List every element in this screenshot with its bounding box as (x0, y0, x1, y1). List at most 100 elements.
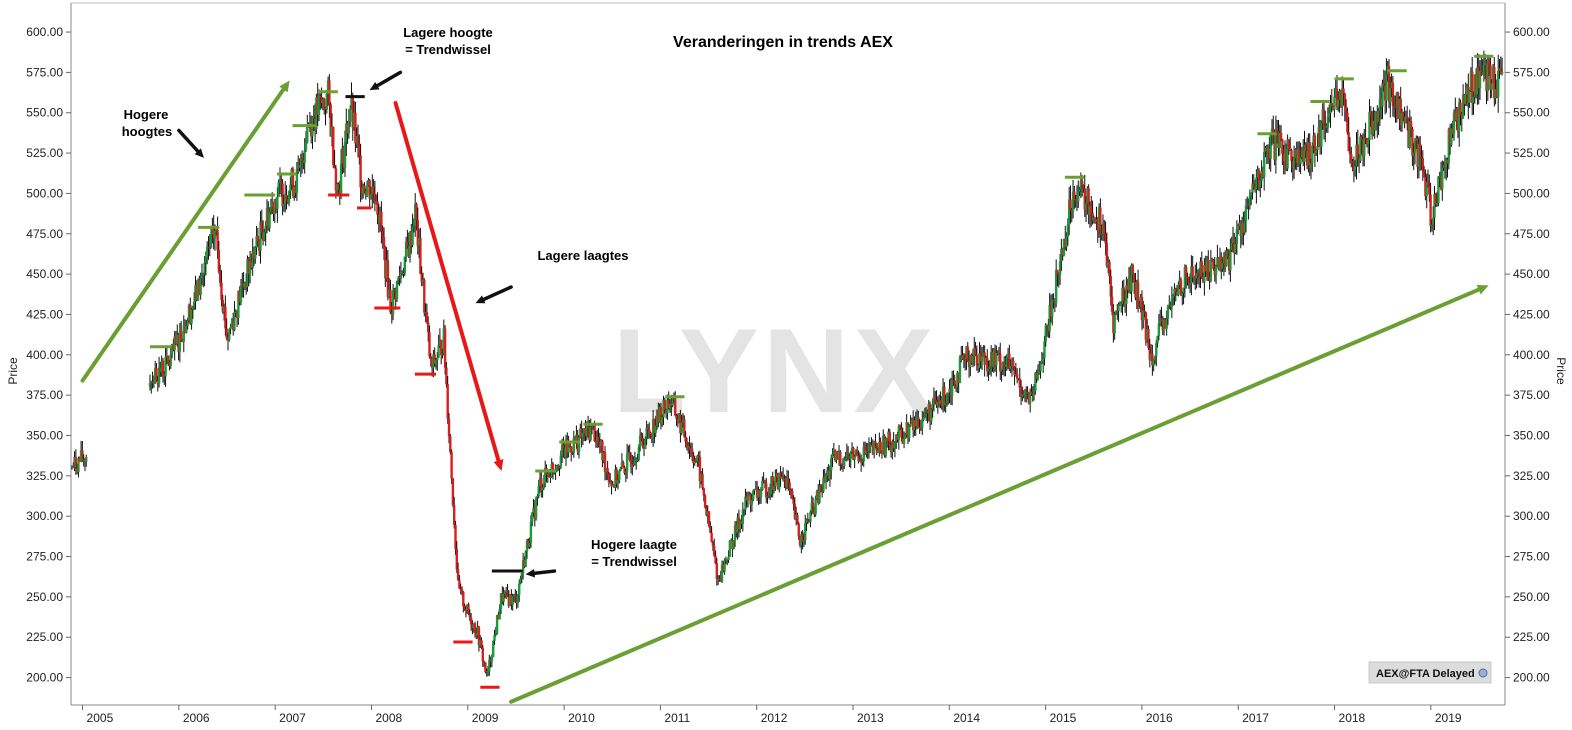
candle-body (1096, 219, 1099, 230)
y-tick-label-left: 300.00 (26, 509, 63, 523)
candle-body (822, 477, 825, 492)
candle-body (1385, 74, 1388, 101)
candle-body (765, 482, 768, 498)
candle-body (1395, 92, 1398, 109)
candle-body (1160, 318, 1163, 322)
candle-body (287, 191, 291, 203)
candle-body (1499, 68, 1503, 74)
candle-body (1292, 157, 1296, 169)
candle-body (1216, 257, 1219, 266)
candle-body (761, 480, 764, 491)
candle-body (1019, 387, 1023, 397)
candle-body (1329, 102, 1332, 114)
candle-body (389, 289, 392, 313)
candle-body (661, 417, 664, 425)
candle-body (360, 187, 364, 194)
candle-body (1424, 177, 1427, 197)
candle-body (726, 559, 729, 561)
candle-body (750, 499, 754, 505)
annotation-arrow (177, 128, 201, 155)
candle-body (521, 560, 525, 574)
candle-body (854, 450, 858, 457)
candle-body (620, 462, 624, 468)
candle-body (85, 456, 88, 462)
x-tick-label: 2009 (472, 711, 499, 725)
candle-body (680, 422, 683, 434)
candle-body (609, 481, 612, 483)
candle-body (445, 367, 448, 385)
candle-body (1122, 287, 1125, 301)
candle-body (246, 259, 249, 288)
candle-body (1325, 126, 1328, 128)
candle-body (908, 426, 911, 438)
candle-body (1022, 394, 1025, 396)
candle-body (570, 446, 573, 453)
candle-body (1062, 238, 1066, 256)
candle-body (752, 490, 755, 500)
candle-body (1443, 165, 1447, 168)
candle-body (849, 451, 852, 459)
candle-body (1088, 206, 1092, 215)
candle-body (1437, 176, 1440, 204)
candle-body (709, 526, 712, 533)
candle-body (294, 186, 297, 194)
candle-body (399, 271, 403, 279)
candle-body (1476, 67, 1479, 95)
candle-body (901, 437, 904, 445)
candle-body (892, 441, 895, 449)
candle-body (566, 439, 569, 453)
candle-body (896, 434, 899, 440)
candle-body (1265, 147, 1268, 152)
candle-body (1132, 274, 1136, 282)
candle-body (1140, 296, 1144, 321)
candle-body (416, 220, 419, 246)
candle-body (372, 186, 375, 195)
candle-body (1448, 128, 1452, 145)
candle-body (1426, 181, 1430, 186)
candle-body (586, 423, 590, 429)
candle-body (872, 441, 876, 454)
candle-body (1348, 151, 1352, 155)
candle-body (525, 540, 529, 552)
candle-body (1021, 394, 1024, 397)
candle-body (1288, 149, 1292, 151)
candle-body (702, 488, 706, 496)
candle-body (320, 96, 323, 103)
candle-body (177, 334, 180, 352)
candle-body (845, 453, 849, 459)
candle-body (430, 358, 434, 368)
candle-body (623, 467, 626, 474)
candle-body (1376, 111, 1379, 123)
candle-body (767, 491, 771, 497)
y-axis-title-right: Price (1554, 357, 1568, 385)
candle-body (841, 464, 845, 466)
candle-body (462, 591, 465, 607)
candle-body (856, 450, 859, 456)
candle-body (707, 511, 711, 527)
candle-body (1073, 191, 1076, 201)
candle-body (898, 425, 902, 429)
candle-body (1469, 71, 1473, 91)
candle-body (537, 485, 540, 497)
candle-body (499, 593, 503, 610)
candle-body (1455, 108, 1458, 121)
candle-body (190, 309, 193, 324)
candle-body (559, 455, 563, 468)
candle-body (238, 290, 241, 303)
candle-body (451, 478, 455, 506)
candle-body (417, 237, 421, 246)
candle-body (381, 231, 384, 237)
candle-body (1333, 96, 1336, 110)
y-tick-label-right: 600.00 (1513, 25, 1550, 39)
candle-body (885, 438, 889, 441)
candle-body (1282, 153, 1285, 162)
candle-body (1398, 98, 1401, 119)
candle-body (878, 441, 881, 453)
candle-body (189, 305, 192, 324)
candle-body (1235, 229, 1239, 245)
candle-body (1196, 272, 1200, 277)
candle-body (1400, 112, 1404, 126)
candle-body (198, 279, 201, 295)
candle-body (241, 284, 244, 286)
